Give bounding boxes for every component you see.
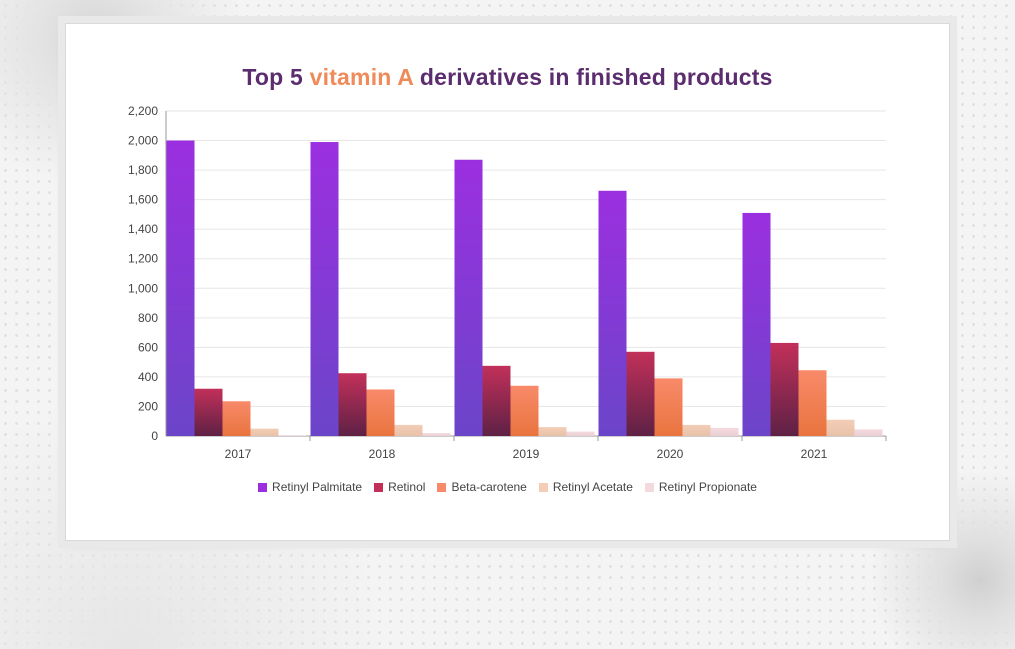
- y-tick-label: 1,800: [128, 163, 158, 177]
- legend-swatch: [374, 482, 384, 492]
- x-tick-label: 2017: [225, 447, 252, 461]
- legend-label: Retinyl Propionate: [658, 480, 757, 494]
- bar-retinol-2017: [194, 388, 223, 436]
- x-tick-label: 2019: [513, 447, 540, 461]
- legend-swatch: [258, 482, 268, 492]
- y-tick-label: 1,600: [128, 193, 158, 207]
- legend-label: Beta-carotene: [451, 480, 527, 494]
- bar-retinyl-propionate-2021: [854, 429, 883, 436]
- bar-retinyl-propionate-2019: [566, 431, 595, 436]
- bar-retinol-2021: [770, 342, 799, 436]
- bar-retinyl-propionate-2020: [710, 427, 739, 436]
- y-tick-label: 600: [138, 340, 158, 354]
- y-tick-label: 800: [138, 311, 158, 325]
- bar-retinyl-palmitate-2019: [454, 159, 483, 436]
- legend-swatch: [437, 482, 447, 492]
- x-tick-label: 2021: [801, 447, 828, 461]
- bar-retinyl-acetate-2020: [682, 424, 711, 436]
- x-tick-label: 2018: [369, 447, 396, 461]
- legend-swatch: [538, 482, 548, 492]
- bar-retinol-2019: [482, 365, 511, 436]
- y-tick-label: 400: [138, 370, 158, 384]
- bar-retinyl-acetate-2017: [250, 428, 279, 436]
- legend-item: Beta-carotene: [437, 480, 527, 494]
- title-prefix: Top 5: [242, 64, 310, 90]
- legend-label: Retinyl Acetate: [552, 480, 633, 494]
- y-tick-label: 1,400: [128, 222, 158, 236]
- bar-retinyl-propionate-2018: [422, 433, 451, 436]
- chart-legend: Retinyl Palmitate Retinol Beta-carotene Ret…: [66, 480, 949, 494]
- y-tick-label: 1,000: [128, 281, 158, 295]
- legend-item: Retinyl Palmitate: [258, 480, 362, 494]
- chart-title: Top 5 vitamin A derivatives in finished …: [66, 64, 949, 91]
- bar-retinyl-acetate-2021: [826, 419, 855, 436]
- bar-retinyl-acetate-2019: [538, 427, 567, 436]
- bar-beta-carotene-2020: [654, 378, 683, 436]
- bar-beta-carotene-2019: [510, 385, 539, 436]
- bar-retinyl-palmitate-2020: [598, 190, 627, 436]
- chart-card: Top 5 vitamin A derivatives in finished …: [65, 23, 950, 541]
- x-tick-label: 2020: [657, 447, 684, 461]
- legend-swatch: [644, 482, 654, 492]
- legend-item: Retinyl Propionate: [644, 480, 757, 494]
- bar-retinyl-propionate-2017: [278, 435, 307, 436]
- y-tick-label: 2,000: [128, 134, 158, 148]
- bar-retinyl-acetate-2018: [394, 424, 423, 436]
- y-tick-label: 200: [138, 399, 158, 413]
- title-highlight: vitamin A: [309, 64, 414, 90]
- bar-retinyl-palmitate-2017: [166, 140, 195, 436]
- title-suffix: derivatives in finished products: [413, 64, 773, 90]
- bar-beta-carotene-2021: [798, 370, 827, 436]
- bar-beta-carotene-2017: [222, 401, 251, 436]
- bar-chart: 0 200 400 600 800 1,000 1,200 1,400 1,600 1,800 2,…: [128, 104, 887, 461]
- legend-label: Retinyl Palmitate: [272, 480, 363, 494]
- y-tick-label: 1,200: [128, 252, 158, 266]
- bar-retinyl-palmitate-2021: [742, 212, 771, 436]
- bar-retinyl-palmitate-2018: [310, 142, 339, 436]
- legend-item: Retinyl Acetate: [538, 480, 633, 494]
- bar-retinol-2020: [626, 351, 655, 436]
- legend-item: Retinol: [374, 480, 425, 494]
- legend-label: Retinol: [388, 480, 426, 494]
- y-tick-label: 0: [151, 429, 158, 443]
- bar-beta-carotene-2018: [366, 389, 395, 436]
- y-tick-label: 2,200: [128, 104, 158, 118]
- bar-retinol-2018: [338, 373, 367, 436]
